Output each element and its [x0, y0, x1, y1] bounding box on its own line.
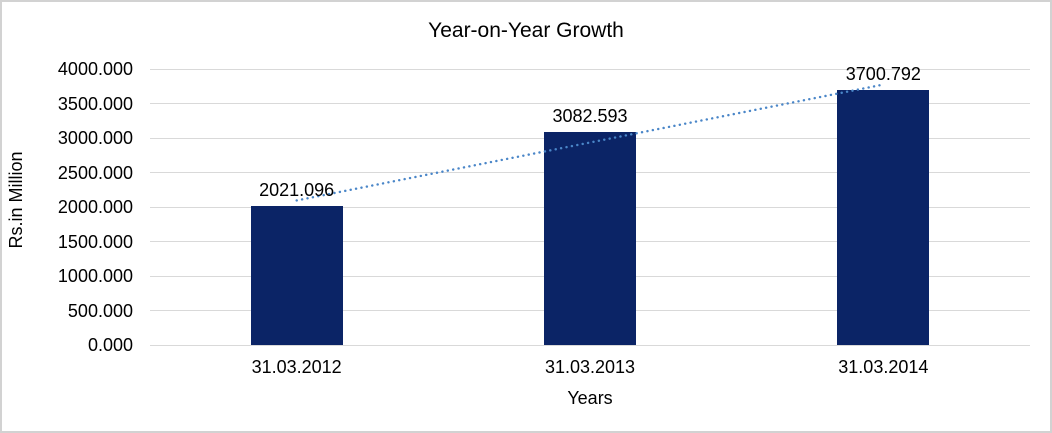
bar-data-label: 2021.096	[259, 179, 335, 200]
y-tick-label: 1500.000	[57, 231, 133, 252]
x-tick-label: 31.03.2012	[251, 357, 342, 377]
y-tick-label: 500.000	[67, 300, 133, 321]
trendline-path	[295, 83, 885, 202]
y-tick-label: 3500.000	[57, 93, 133, 114]
bar-31.03.2014	[837, 89, 930, 345]
y-tick-label: 2500.000	[57, 162, 133, 183]
x-axis-title: Years	[567, 388, 613, 408]
gridline	[150, 344, 1030, 346]
y-tick-label: 2000.000	[57, 197, 133, 217]
y-tick-label: 4000.000	[57, 59, 133, 79]
x-tick-label: 31.03.2013	[544, 357, 636, 377]
y-tick-label: 3000.000	[57, 128, 133, 148]
bar-31.03.2013	[544, 132, 636, 345]
y-tick-label: 1000.000	[57, 266, 133, 286]
gridline	[150, 68, 1030, 70]
gridline	[150, 103, 1030, 104]
bar-31.03.2012	[250, 205, 343, 345]
bar-data-label: 3700.792	[845, 63, 921, 84]
x-tick-label: 31.03.2014	[838, 357, 929, 377]
chart-title: Year-on-Year Growth	[428, 19, 624, 42]
y-tick-label: 0.000	[87, 335, 133, 355]
bar-data-label: 3082.593	[552, 106, 628, 127]
